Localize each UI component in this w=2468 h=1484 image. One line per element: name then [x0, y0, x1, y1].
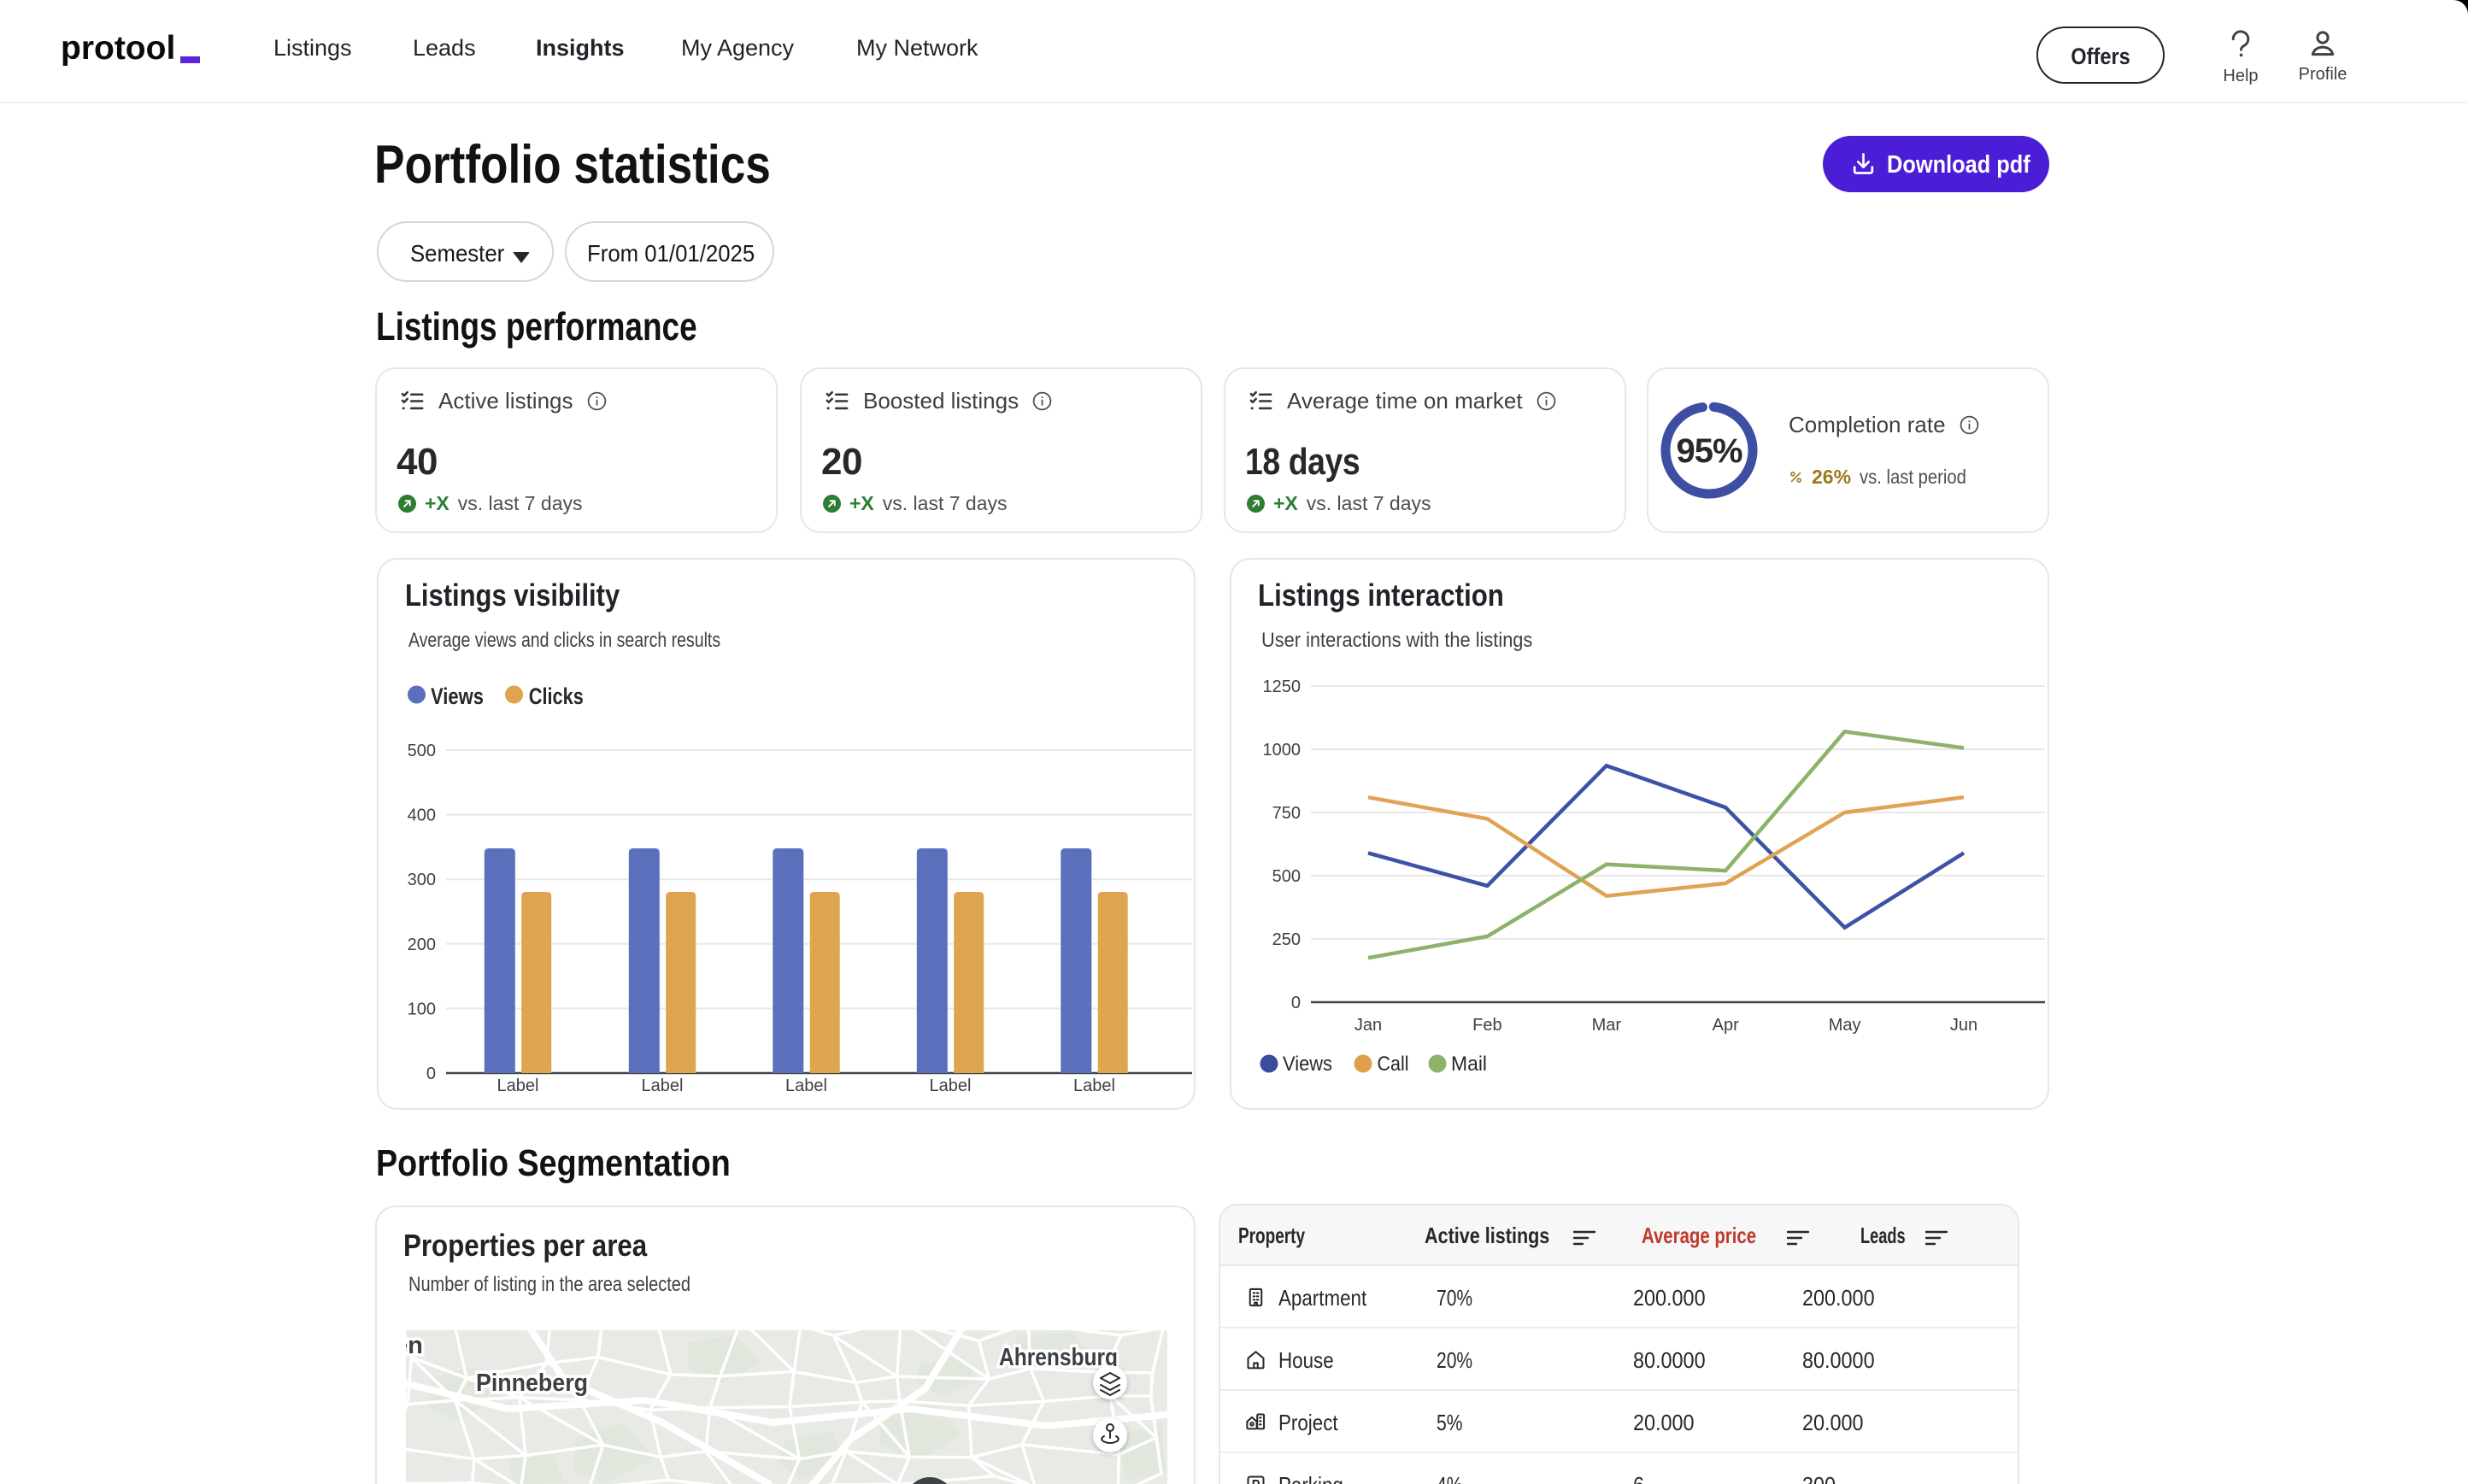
svg-text:Call: Call — [1378, 1053, 1409, 1076]
svg-text:95%: 95% — [1676, 432, 1742, 470]
svg-text:Views: Views — [1283, 1053, 1332, 1076]
svg-text:Mail: Mail — [1451, 1053, 1487, 1076]
svg-text:100: 100 — [408, 1000, 436, 1018]
svg-text:Mar: Mar — [1592, 1016, 1622, 1035]
svg-text:en: en — [406, 1332, 423, 1359]
svg-text:0: 0 — [1291, 994, 1301, 1012]
svg-text:Feb: Feb — [1472, 1016, 1501, 1035]
svg-text:200: 200 — [408, 936, 436, 954]
svg-text:Label: Label — [1073, 1076, 1115, 1095]
svg-text:1250: 1250 — [1263, 677, 1302, 696]
svg-text:Label: Label — [642, 1076, 684, 1095]
svg-text:500: 500 — [408, 742, 436, 760]
svg-text:0: 0 — [426, 1065, 436, 1083]
svg-text:Jan: Jan — [1354, 1016, 1382, 1035]
svg-text:Ahrensburg: Ahrensburg — [999, 1344, 1118, 1371]
svg-text:Label: Label — [497, 1076, 539, 1095]
svg-text:250: 250 — [1272, 930, 1301, 949]
svg-text:Label: Label — [930, 1076, 972, 1095]
svg-text:May: May — [1829, 1016, 1861, 1035]
svg-text:Apr: Apr — [1713, 1016, 1739, 1035]
svg-text:500: 500 — [1272, 867, 1301, 886]
svg-text:Views: Views — [431, 683, 484, 709]
svg-text:1000: 1000 — [1263, 741, 1302, 760]
svg-text:300: 300 — [408, 871, 436, 889]
svg-text:Label: Label — [785, 1076, 827, 1095]
svg-text:400: 400 — [408, 807, 436, 825]
svg-text:Jun: Jun — [1950, 1016, 1977, 1035]
svg-text:Clicks: Clicks — [529, 683, 584, 709]
svg-text:750: 750 — [1272, 804, 1301, 823]
svg-text:Pinneberg: Pinneberg — [476, 1370, 588, 1397]
